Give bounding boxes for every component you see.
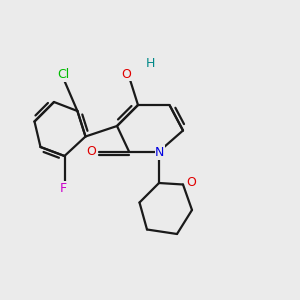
Text: O: O	[187, 176, 196, 190]
Text: Cl: Cl	[57, 68, 69, 82]
Text: O: O	[121, 68, 131, 81]
Text: F: F	[59, 182, 67, 195]
Text: H: H	[145, 57, 155, 70]
Text: N: N	[155, 146, 165, 159]
Text: O: O	[87, 145, 96, 158]
